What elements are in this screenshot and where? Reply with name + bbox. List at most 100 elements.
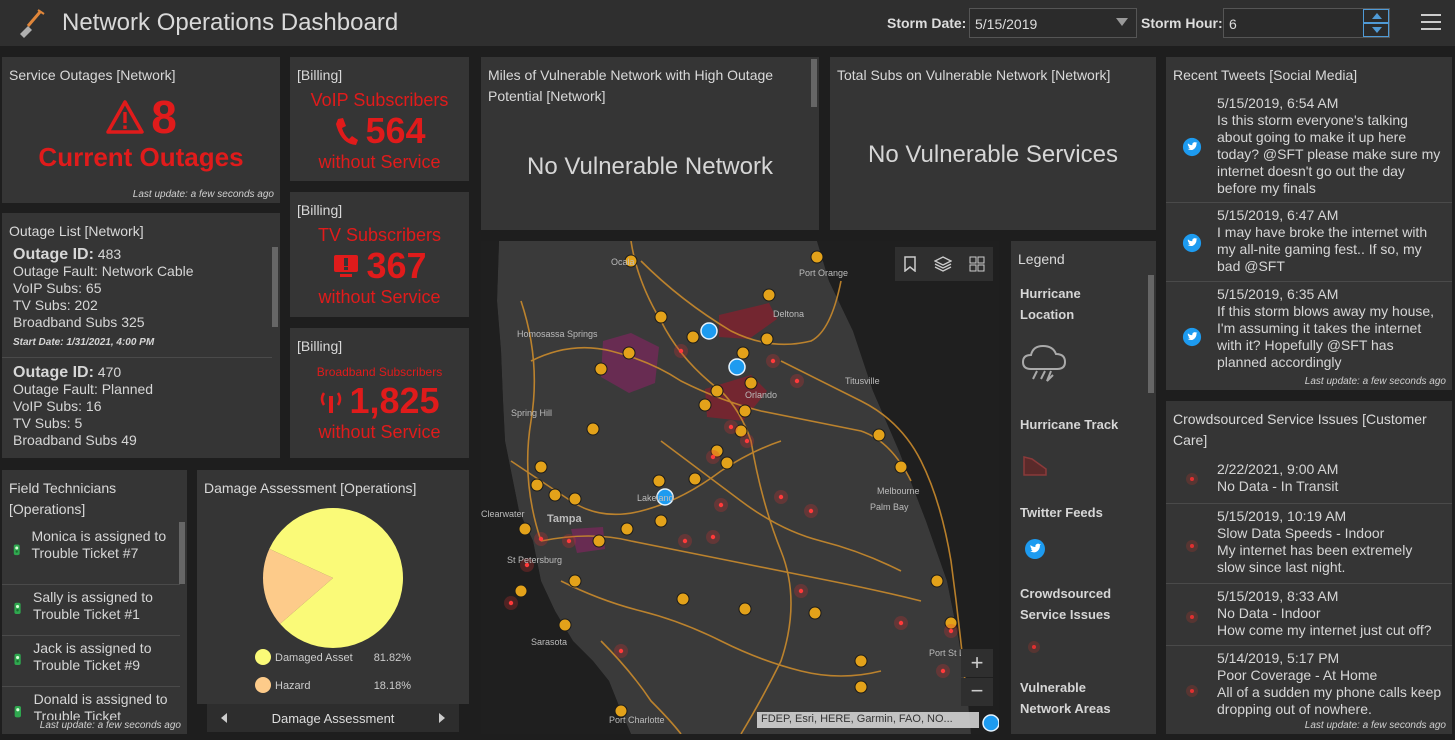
network-node[interactable] xyxy=(698,398,712,412)
zoom-out-button[interactable]: − xyxy=(961,678,993,706)
network-node[interactable] xyxy=(760,332,774,346)
network-node[interactable] xyxy=(736,346,750,360)
chevron-left-icon[interactable] xyxy=(221,713,227,723)
tweet-item[interactable]: 5/15/2019, 6:35 AM If this storm blows aw… xyxy=(1166,282,1452,390)
map-attribution[interactable]: FDEP, Esri, HERE, Garmin, FAO, NO... xyxy=(757,712,979,728)
network-node[interactable] xyxy=(594,362,608,376)
crowdsourced-issue-marker[interactable] xyxy=(948,628,954,634)
network-node[interactable] xyxy=(872,428,886,442)
crowdsourced-issue-marker[interactable] xyxy=(682,538,688,544)
crowdsourced-issue-marker[interactable] xyxy=(778,494,784,500)
twitter-feed-marker[interactable] xyxy=(700,322,718,340)
network-node[interactable] xyxy=(624,254,638,268)
issue-item[interactable]: 5/15/2019, 10:19 AM Slow Data Speeds - In… xyxy=(1166,504,1452,584)
crowdsourced-issue-marker[interactable] xyxy=(898,620,904,626)
scrollbar[interactable] xyxy=(179,522,185,584)
crowdsourced-issue-marker[interactable] xyxy=(710,454,716,460)
tweet-item[interactable]: 5/15/2019, 6:54 AM Is this storm everyone… xyxy=(1166,91,1452,203)
network-node[interactable] xyxy=(614,704,628,718)
network-node[interactable] xyxy=(620,522,634,536)
city-label: Melbourne xyxy=(877,486,920,496)
basemap-gallery-icon[interactable] xyxy=(969,256,985,272)
chevron-right-icon[interactable] xyxy=(439,713,445,723)
broadband-billing-panel: [Billing] Broadband Subscribers 1,825 wi… xyxy=(290,328,469,458)
network-node[interactable] xyxy=(710,384,724,398)
city-label: Sarasota xyxy=(531,637,567,647)
network-node[interactable] xyxy=(530,478,544,492)
network-node[interactable] xyxy=(710,444,724,458)
storm-hour-input[interactable]: 6 xyxy=(1223,8,1390,38)
list-item[interactable]: Outage ID: 470 Outage Fault: Planned VoI… xyxy=(2,358,272,455)
network-node[interactable] xyxy=(568,574,582,588)
issue-item[interactable]: 5/15/2019, 8:33 AM No Data - Indoor How co… xyxy=(1166,584,1452,646)
network-node[interactable] xyxy=(808,606,822,620)
hour-stepper-up-button[interactable] xyxy=(1363,9,1389,23)
network-node[interactable] xyxy=(720,456,734,470)
network-node[interactable] xyxy=(548,488,562,502)
network-node[interactable] xyxy=(586,422,600,436)
map-view[interactable]: Ocala Port Orange Deltona Homosassa Spri… xyxy=(481,241,999,734)
storm-date-select[interactable]: 5/15/2019 xyxy=(969,8,1137,38)
bookmark-icon[interactable] xyxy=(903,256,917,272)
crowdsourced-issue-marker[interactable] xyxy=(524,562,530,568)
issue-item[interactable]: 2/22/2021, 9:00 AM No Data - In Transit xyxy=(1166,457,1452,504)
network-node[interactable] xyxy=(686,330,700,344)
network-node[interactable] xyxy=(622,346,636,360)
network-node[interactable] xyxy=(738,602,752,616)
list-item[interactable]: Monica is assigned to Trouble Ticket #7 xyxy=(2,522,180,585)
layers-icon[interactable] xyxy=(933,256,952,272)
crowdsourced-issue-marker[interactable] xyxy=(718,502,724,508)
legend-label: Hazard xyxy=(275,680,310,692)
issue-item[interactable]: 5/14/2019, 5:17 PM Poor Coverage - At Hom… xyxy=(1166,646,1452,732)
crowdsourced-issue-marker[interactable] xyxy=(678,348,684,354)
network-node[interactable] xyxy=(744,376,758,390)
network-node[interactable] xyxy=(592,534,606,548)
network-node[interactable] xyxy=(688,472,702,486)
network-node[interactable] xyxy=(652,474,666,488)
map-canvas[interactable]: Ocala Port Orange Deltona Homosassa Spri… xyxy=(481,241,999,734)
tweet-item[interactable]: 5/15/2019, 6:47 AM I may have broke the i… xyxy=(1166,203,1452,282)
crowdsourced-issue-marker[interactable] xyxy=(710,534,716,540)
crowdsourced-issue-marker[interactable] xyxy=(940,668,946,674)
crowdsourced-issue-marker[interactable] xyxy=(618,648,624,654)
list-item[interactable]: Sally is assigned to Trouble Ticket #1 xyxy=(2,585,180,636)
crowdsourced-issue-marker[interactable] xyxy=(744,438,750,444)
crowdsourced-issue-marker[interactable] xyxy=(508,600,514,606)
network-node[interactable] xyxy=(854,654,868,668)
crowdsourced-issue-marker[interactable] xyxy=(728,424,734,430)
list-item[interactable]: Jack is assigned to Trouble Ticket #9 xyxy=(2,636,180,687)
scrollbar[interactable] xyxy=(272,247,278,327)
pie-slice-damaged-asset[interactable] xyxy=(269,508,403,648)
network-node[interactable] xyxy=(894,460,908,474)
network-node[interactable] xyxy=(854,680,868,694)
twitter-feed-marker[interactable] xyxy=(982,714,999,732)
crowdsourced-issue-marker[interactable] xyxy=(794,378,800,384)
scrollbar[interactable] xyxy=(811,59,817,107)
network-node[interactable] xyxy=(534,460,548,474)
network-node[interactable] xyxy=(518,522,532,536)
network-node[interactable] xyxy=(810,250,824,264)
twitter-feed-marker[interactable] xyxy=(656,488,674,506)
network-node[interactable] xyxy=(654,310,668,324)
network-node[interactable] xyxy=(930,574,944,588)
twitter-feed-marker[interactable] xyxy=(728,358,746,376)
network-node[interactable] xyxy=(734,424,748,438)
crowdsourced-issue-marker[interactable] xyxy=(538,536,544,542)
scrollbar[interactable] xyxy=(1148,275,1154,393)
network-node[interactable] xyxy=(738,404,752,418)
hamburger-menu-icon[interactable] xyxy=(1421,14,1441,30)
crowdsourced-issue-marker[interactable] xyxy=(566,538,572,544)
network-node[interactable] xyxy=(568,492,582,506)
crowdsourced-issue-marker[interactable] xyxy=(808,508,814,514)
list-item[interactable]: Outage ID: 483 Outage Fault: Network Cab… xyxy=(2,242,272,358)
network-node[interactable] xyxy=(654,514,668,528)
crowdsourced-issue-marker[interactable] xyxy=(798,588,804,594)
zoom-in-button[interactable]: + xyxy=(961,649,993,677)
hour-stepper-down-button[interactable] xyxy=(1363,23,1389,37)
network-node[interactable] xyxy=(762,288,776,302)
crowdsourced-issue-marker[interactable] xyxy=(770,358,776,364)
network-node[interactable] xyxy=(676,592,690,606)
pie-slice-hazard[interactable] xyxy=(263,548,333,624)
network-node[interactable] xyxy=(514,584,528,598)
network-node[interactable] xyxy=(558,618,572,632)
